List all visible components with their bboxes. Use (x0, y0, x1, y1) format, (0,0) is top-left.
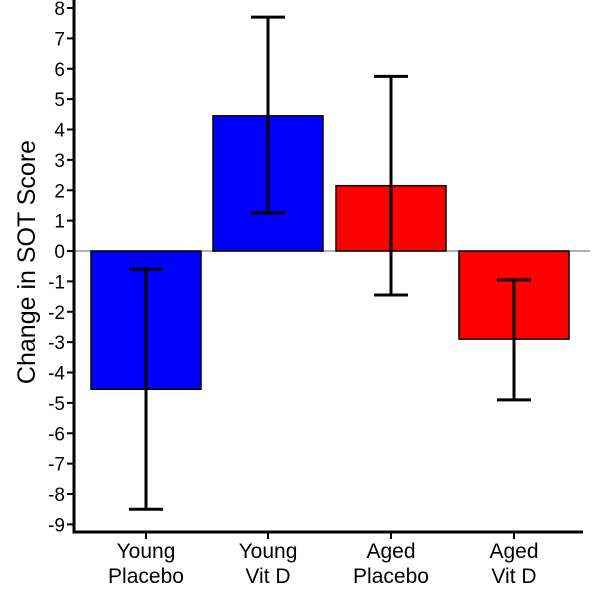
x-category-label: Young (117, 540, 176, 563)
error-bar-aged-placebo (374, 74, 408, 297)
x-category-label: Young (239, 540, 298, 563)
y-tick-label: 4 (54, 121, 65, 142)
x-category-label: Aged (489, 540, 538, 563)
y-tick-label: 0 (54, 242, 65, 263)
x-category-label: Aged (366, 540, 415, 563)
y-ticks-layer: 8 7 6 5 4 3 2 1 0 -1 -2 -3 -4 -5 -6 -7 -8 -9 (48, 0, 74, 536)
y-tick-label: 3 (54, 151, 65, 172)
y-tick-label: -5 (48, 394, 65, 415)
error-bar-aged-vit-d (497, 278, 531, 402)
error-bar-young-placebo (129, 267, 163, 511)
y-tick-label: -6 (48, 424, 65, 445)
y-tick-label: -1 (48, 272, 65, 293)
x-category-label: Vit D (245, 565, 290, 588)
x-category-label: Placebo (108, 565, 184, 588)
axes-layer (72, 0, 583, 534)
y-axis-title: Change in SOT Score (13, 140, 41, 384)
y-tick-label: -4 (48, 364, 65, 385)
y-tick-label: -3 (48, 333, 65, 354)
y-tick-label: -8 (48, 485, 65, 506)
x-category-label: Vit D (491, 565, 536, 588)
error-bar-young-vit-d (251, 15, 285, 215)
y-tick-label: 1 (54, 212, 65, 233)
error-bars-layer (129, 15, 531, 511)
y-tick-label: 2 (54, 181, 65, 202)
x-category-label: Placebo (353, 565, 429, 588)
y-tick-label: 7 (54, 29, 65, 50)
y-tick-label: 5 (54, 90, 65, 111)
y-tick-label: 8 (54, 0, 65, 20)
bars-layer (90, 115, 570, 390)
y-tick-label: -7 (48, 455, 65, 476)
y-tick-label: -9 (48, 515, 65, 536)
y-tick-label: -2 (48, 303, 65, 324)
y-tick-label: 6 (54, 60, 65, 81)
